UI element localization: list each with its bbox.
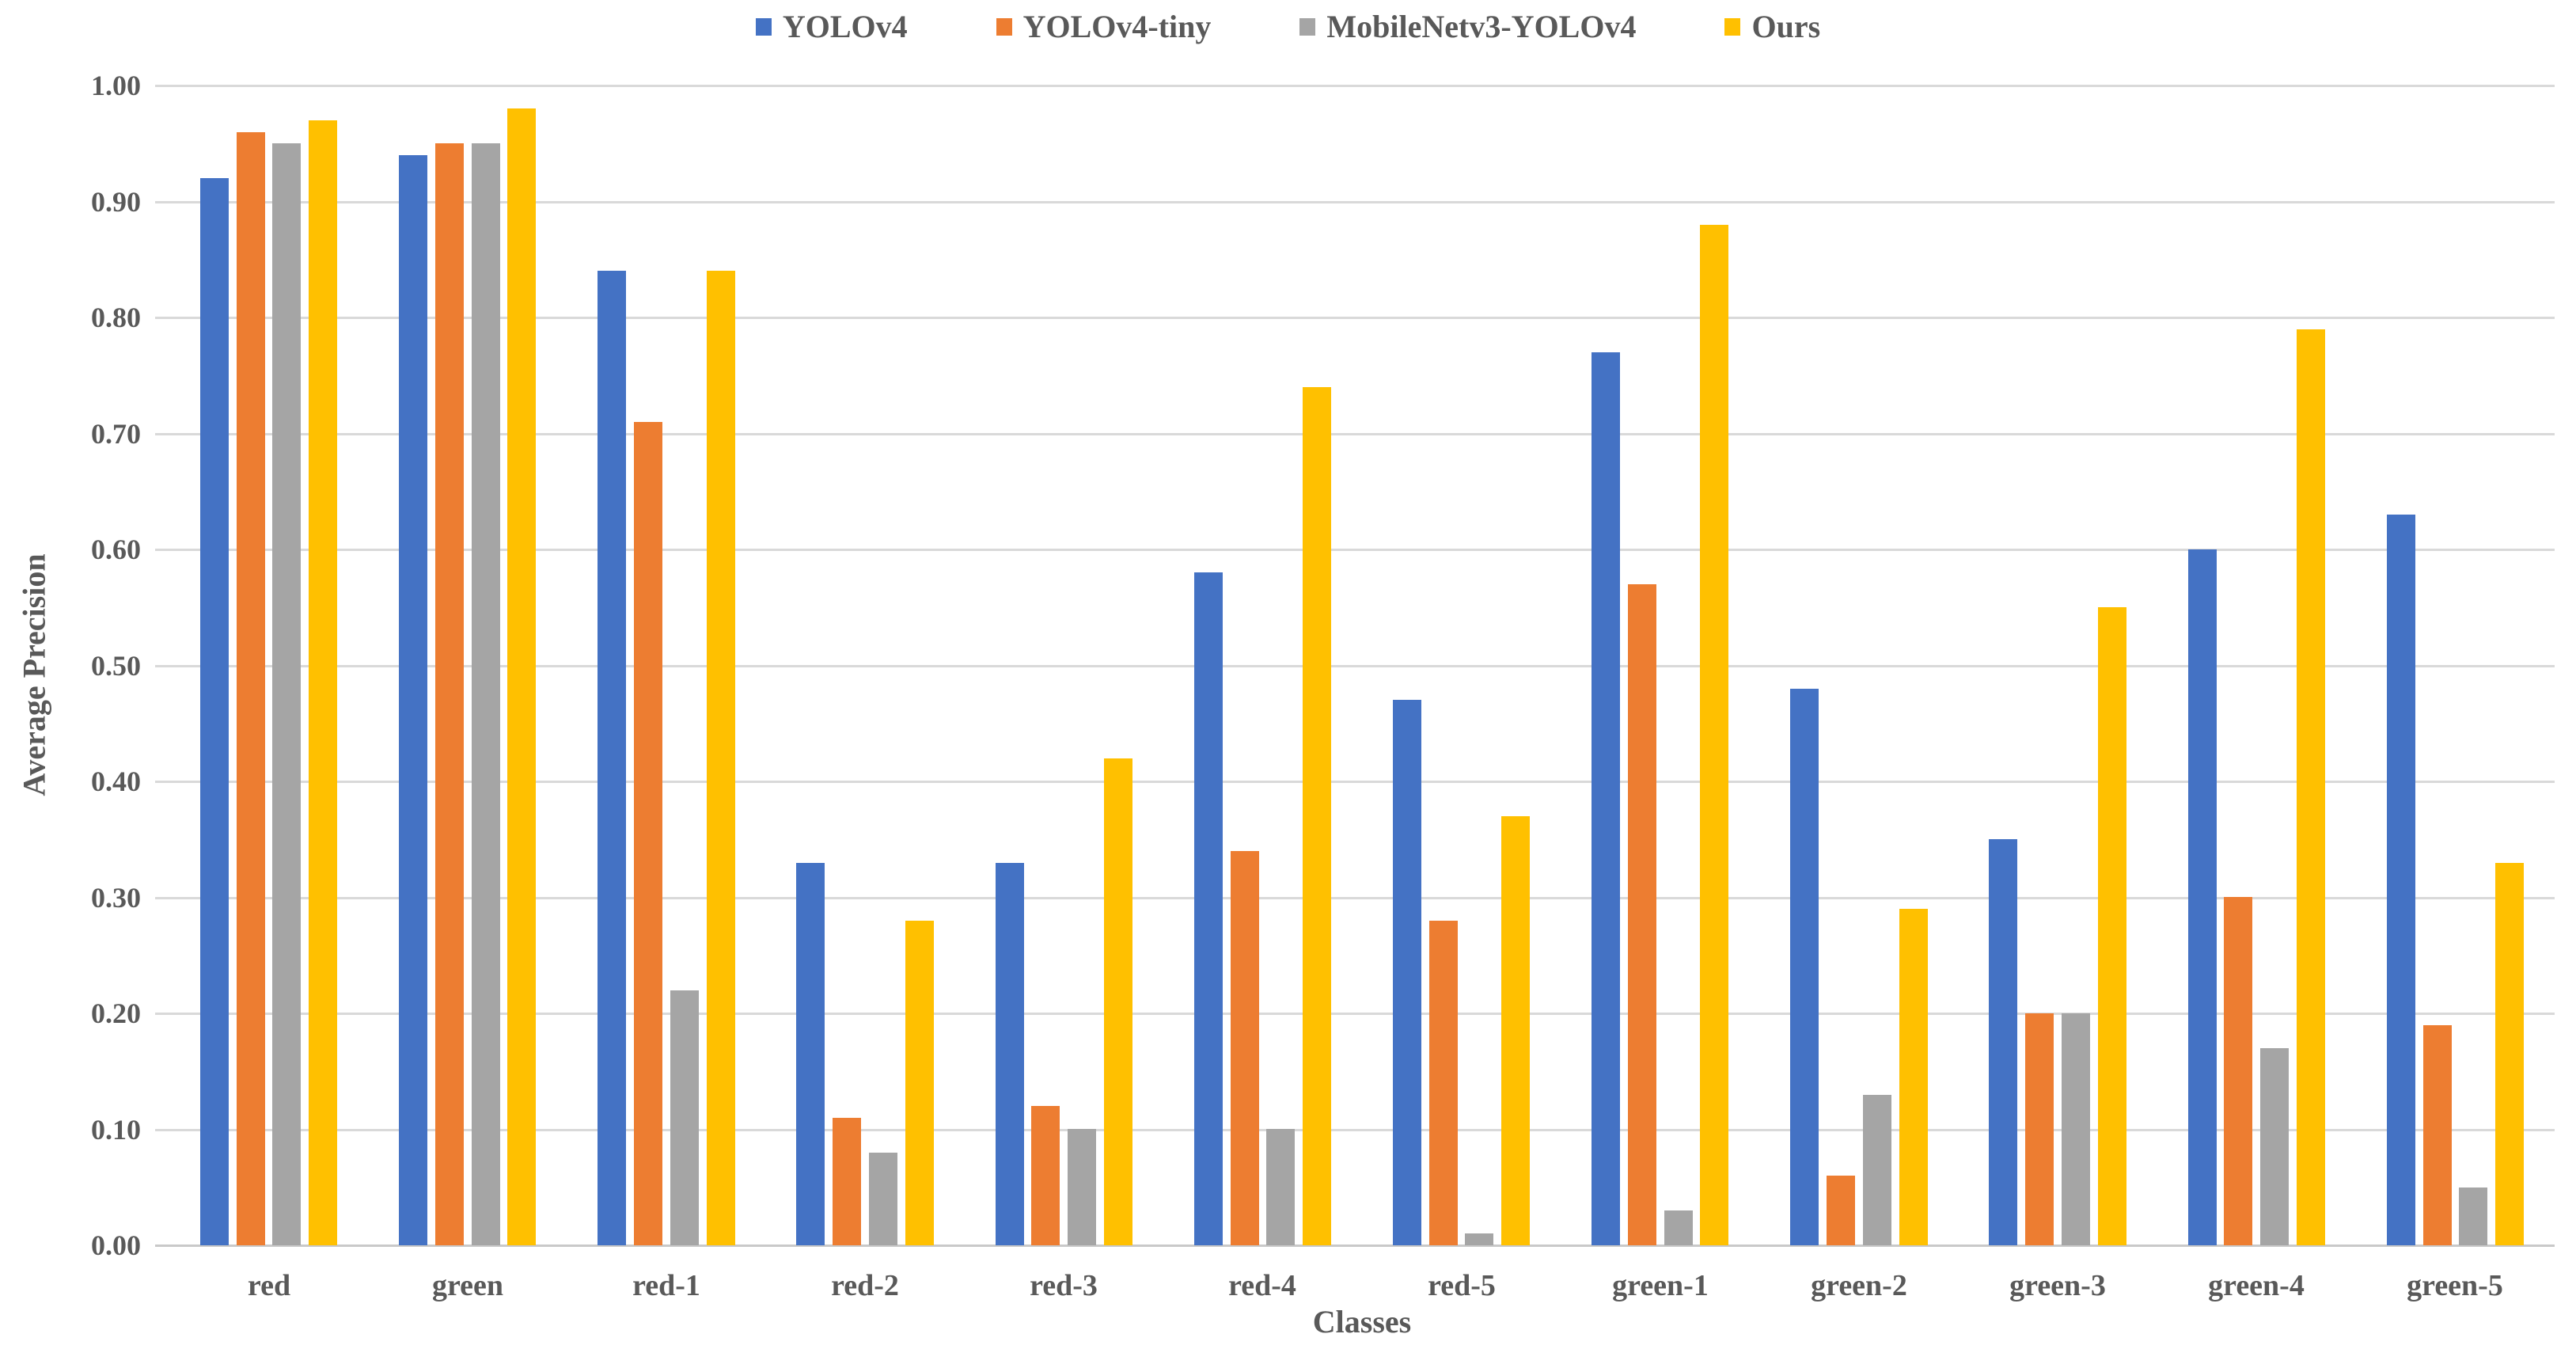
bar-YOLOv4-green [399, 155, 427, 1245]
gridline [155, 201, 2555, 203]
bar-Ours-red-3 [1104, 758, 1132, 1245]
x-category-label-red: red [247, 1269, 291, 1302]
legend: YOLOv4 YOLOv4-tiny MobileNetv3-YOLOv4 Ours [0, 8, 2576, 45]
y-tick-label: 0.00 [91, 1229, 141, 1261]
gridline [155, 549, 2555, 551]
y-axis-title: Average Precision [16, 553, 52, 796]
legend-label: MobileNetv3-YOLOv4 [1326, 9, 1637, 44]
legend-item-Ours: Ours [1724, 8, 1820, 45]
bar-YOLOv4-tiny-green [435, 143, 464, 1245]
bar-MobileNetv3-YOLOv4-red-5 [1465, 1233, 1493, 1245]
gridline [155, 317, 2555, 319]
legend-label: YOLOv4-tiny [1022, 9, 1212, 44]
bar-MobileNetv3-YOLOv4-green [472, 143, 500, 1245]
gridline [155, 897, 2555, 899]
bar-MobileNetv3-YOLOv4-green-2 [1863, 1095, 1891, 1245]
bar-YOLOv4-tiny-green-2 [1827, 1176, 1855, 1245]
y-tick-label: 0.60 [91, 534, 141, 565]
y-tick-label: 1.00 [91, 70, 141, 101]
legend-item-MobileNetv3-YOLOv4: MobileNetv3-YOLOv4 [1299, 8, 1636, 45]
bar-YOLOv4-red-1 [598, 271, 626, 1245]
x-category-label-red-3: red-3 [1030, 1269, 1098, 1302]
x-category-label-green-1: green-1 [1612, 1269, 1709, 1302]
legend-label: YOLOv4 [782, 9, 908, 44]
bar-YOLOv4-red-2 [796, 863, 825, 1245]
bar-Ours-green-4 [2297, 329, 2325, 1245]
bar-Ours-red [309, 120, 337, 1245]
bar-MobileNetv3-YOLOv4-green-4 [2260, 1048, 2289, 1245]
x-category-label-red-5: red-5 [1428, 1269, 1496, 1302]
y-tick-label: 0.20 [91, 998, 141, 1029]
bar-Ours-green-1 [1700, 225, 1728, 1245]
x-category-label-red-4: red-4 [1228, 1269, 1296, 1302]
bar-YOLOv4-red [200, 178, 229, 1245]
bar-Ours-green-3 [2098, 607, 2126, 1245]
gridline [155, 1129, 2555, 1131]
bar-Ours-red-1 [707, 271, 735, 1245]
bar-YOLOv4-red-3 [996, 863, 1024, 1245]
bar-YOLOv4-tiny-red-5 [1429, 921, 1458, 1245]
x-axis-line [155, 1244, 2555, 1247]
y-tick-label: 0.90 [91, 186, 141, 218]
bar-MobileNetv3-YOLOv4-green-3 [2062, 1013, 2090, 1245]
legend-marker-icon [996, 17, 1012, 36]
bar-MobileNetv3-YOLOv4-red-1 [670, 990, 699, 1245]
gridline [155, 433, 2555, 435]
bar-YOLOv4-tiny-red-3 [1031, 1106, 1060, 1245]
x-category-label-green-5: green-5 [2407, 1269, 2503, 1302]
y-axis-title-container: Average Precision [6, 0, 62, 1349]
bar-YOLOv4-tiny-green-5 [2423, 1025, 2452, 1245]
bar-YOLOv4-tiny-red [237, 132, 265, 1245]
bar-YOLOv4-green-5 [2387, 515, 2415, 1245]
legend-item-YOLOv4: YOLOv4 [755, 8, 908, 45]
legend-marker-icon [1724, 17, 1741, 36]
y-tick-label: 0.70 [91, 418, 141, 450]
y-tick-label: 0.80 [91, 302, 141, 333]
legend-label: Ours [1751, 9, 1821, 44]
bar-YOLOv4-tiny-red-4 [1231, 851, 1259, 1245]
gridline [155, 1013, 2555, 1015]
bar-Ours-green [507, 108, 536, 1245]
legend-marker-icon [1299, 17, 1316, 36]
x-category-label-red-1: red-1 [632, 1269, 700, 1302]
bar-MobileNetv3-YOLOv4-green-1 [1664, 1210, 1693, 1245]
x-category-label-green-2: green-2 [1811, 1269, 1907, 1302]
bar-Ours-red-5 [1501, 816, 1530, 1245]
legend-marker-icon [755, 17, 772, 36]
bar-Ours-green-2 [1899, 909, 1928, 1245]
gridline [155, 781, 2555, 783]
bar-YOLOv4-green-3 [1989, 839, 2017, 1245]
gridline [155, 85, 2555, 87]
bar-MobileNetv3-YOLOv4-red [272, 143, 301, 1245]
bar-YOLOv4-green-2 [1790, 689, 1819, 1245]
gridline [155, 665, 2555, 667]
bar-YOLOv4-tiny-green-1 [1628, 584, 1656, 1245]
x-category-label-green-3: green-3 [2009, 1269, 2106, 1302]
bar-MobileNetv3-YOLOv4-red-3 [1068, 1129, 1096, 1245]
x-category-label-green-4: green-4 [2208, 1269, 2305, 1302]
bar-MobileNetv3-YOLOv4-red-4 [1266, 1129, 1295, 1245]
x-category-label-green: green [431, 1269, 504, 1302]
bar-Ours-red-2 [905, 921, 934, 1245]
bar-YOLOv4-tiny-red-2 [833, 1118, 861, 1245]
y-tick-label: 0.30 [91, 882, 141, 914]
bar-YOLOv4-red-4 [1194, 572, 1223, 1245]
bar-YOLOv4-tiny-green-4 [2224, 897, 2252, 1245]
y-tick-label: 0.40 [91, 766, 141, 797]
legend-item-YOLOv4-tiny: YOLOv4-tiny [996, 8, 1212, 45]
bar-YOLOv4-red-5 [1393, 700, 1421, 1245]
y-tick-label: 0.10 [91, 1114, 141, 1146]
y-tick-label: 0.50 [91, 650, 141, 682]
bar-Ours-red-4 [1303, 387, 1331, 1245]
x-category-label-red-2: red-2 [831, 1269, 899, 1302]
bar-YOLOv4-green-4 [2188, 549, 2217, 1245]
bar-YOLOv4-tiny-red-1 [634, 422, 662, 1245]
bar-YOLOv4-tiny-green-3 [2025, 1013, 2054, 1245]
bar-MobileNetv3-YOLOv4-red-2 [869, 1153, 897, 1245]
bar-MobileNetv3-YOLOv4-green-5 [2459, 1188, 2487, 1245]
bar-YOLOv4-green-1 [1592, 352, 1620, 1245]
x-axis-title: Classes [1312, 1304, 1412, 1340]
bar-Ours-green-5 [2495, 863, 2524, 1245]
